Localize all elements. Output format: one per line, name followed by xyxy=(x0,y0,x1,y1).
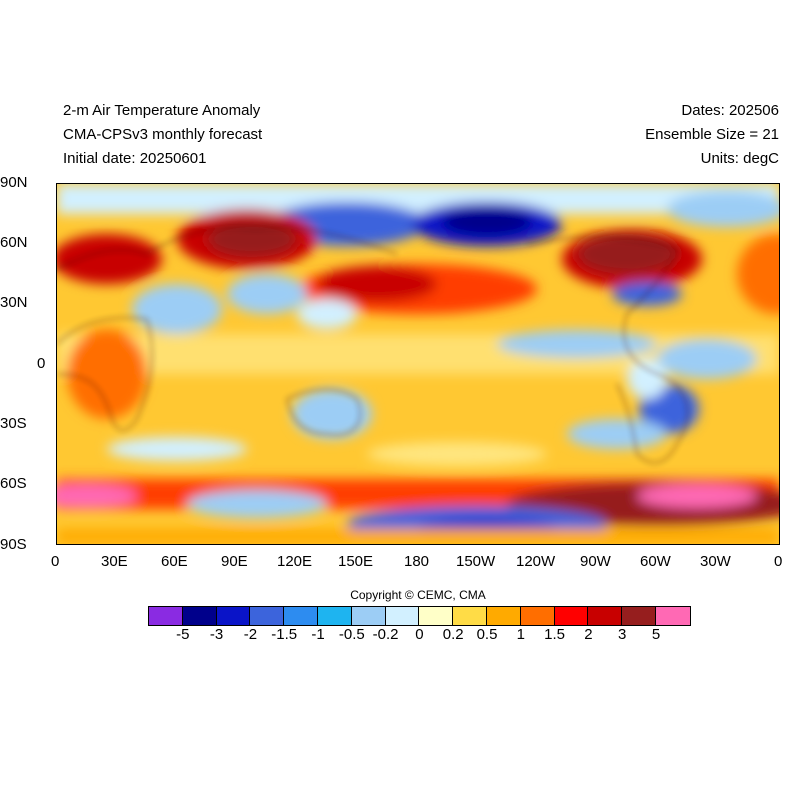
lat-label: 30S xyxy=(0,415,27,432)
colorbar-box xyxy=(588,607,623,625)
map-subtitle: CMA-CPSv3 monthly forecast xyxy=(63,126,263,143)
colorbar-box xyxy=(149,607,183,625)
lon-label: 30W xyxy=(700,553,731,570)
colorbar-box xyxy=(622,607,656,625)
lon-label: 150E xyxy=(338,553,374,570)
lon-label: 0 xyxy=(51,553,60,570)
colorbar-label: -0.2 xyxy=(372,626,399,643)
colorbar-label: 0.2 xyxy=(442,626,464,643)
colorbar-box xyxy=(216,607,251,625)
anomaly-field xyxy=(57,184,779,544)
lon-label: 60W xyxy=(640,553,671,570)
units: Units: degC xyxy=(700,150,779,167)
colorbar-label: 2 xyxy=(584,626,593,643)
lat-label: 0 xyxy=(37,355,46,372)
initial-date: Initial date: 20250601 xyxy=(63,150,207,167)
colorbar-label: -0.5 xyxy=(338,626,365,643)
colorbar-label: 1 xyxy=(516,626,525,643)
lat-label: 90N xyxy=(0,174,28,191)
lat-label: 60N xyxy=(0,234,28,251)
lat-label: 90S xyxy=(0,536,27,553)
colorbar-box xyxy=(419,607,454,625)
colorbar-box xyxy=(385,607,420,625)
colorbar-box xyxy=(250,607,285,625)
ensemble-size: Ensemble Size = 21 xyxy=(645,126,779,143)
colorbar-label: -5 xyxy=(176,626,190,643)
colorbar-box xyxy=(453,607,487,625)
colorbar-box xyxy=(486,607,521,625)
lon-label: 90W xyxy=(580,553,611,570)
colorbar-label: -1 xyxy=(311,626,325,643)
copyright: Copyright © CEMC, CMA xyxy=(350,588,486,602)
lat-label: 60S xyxy=(0,475,27,492)
colorbar-label: 1.5 xyxy=(544,626,566,643)
colorbar-label: 0 xyxy=(415,626,424,643)
colorbar-label: -1.5 xyxy=(271,626,298,643)
map-title: 2-m Air Temperature Anomaly xyxy=(63,102,261,119)
colorbar xyxy=(148,606,691,626)
colorbar-box xyxy=(554,607,589,625)
colorbar-box xyxy=(351,607,386,625)
lon-label: 30E xyxy=(101,553,128,570)
forecast-dates: Dates: 202506 xyxy=(681,102,779,119)
lon-label: 0 xyxy=(774,553,783,570)
colorbar-label: 5 xyxy=(651,626,661,643)
lon-label: 60E xyxy=(161,553,188,570)
lon-label: 120W xyxy=(516,553,556,570)
info-block: Dates: 202506 Ensemble Size = 21 Units: … xyxy=(645,99,779,171)
colorbar-box xyxy=(317,607,352,625)
colorbar-label: 0.5 xyxy=(476,626,498,643)
lon-label: 90E xyxy=(221,553,248,570)
colorbar-box xyxy=(520,607,555,625)
colorbar-box xyxy=(655,607,690,625)
colorbar-label: -2 xyxy=(243,626,258,643)
colorbar-label: -3 xyxy=(209,626,224,643)
lon-label: 120E xyxy=(277,553,313,570)
colorbar-box xyxy=(284,607,318,625)
title-block: 2-m Air Temperature Anomaly CMA-CPSv3 mo… xyxy=(63,99,262,171)
anomaly-map xyxy=(56,183,780,545)
lon-label: 150W xyxy=(456,553,496,570)
lat-label: 30N xyxy=(0,294,28,311)
colorbar-box xyxy=(182,607,217,625)
colorbar-label: 3 xyxy=(618,626,627,643)
lon-label: 180 xyxy=(404,553,430,570)
